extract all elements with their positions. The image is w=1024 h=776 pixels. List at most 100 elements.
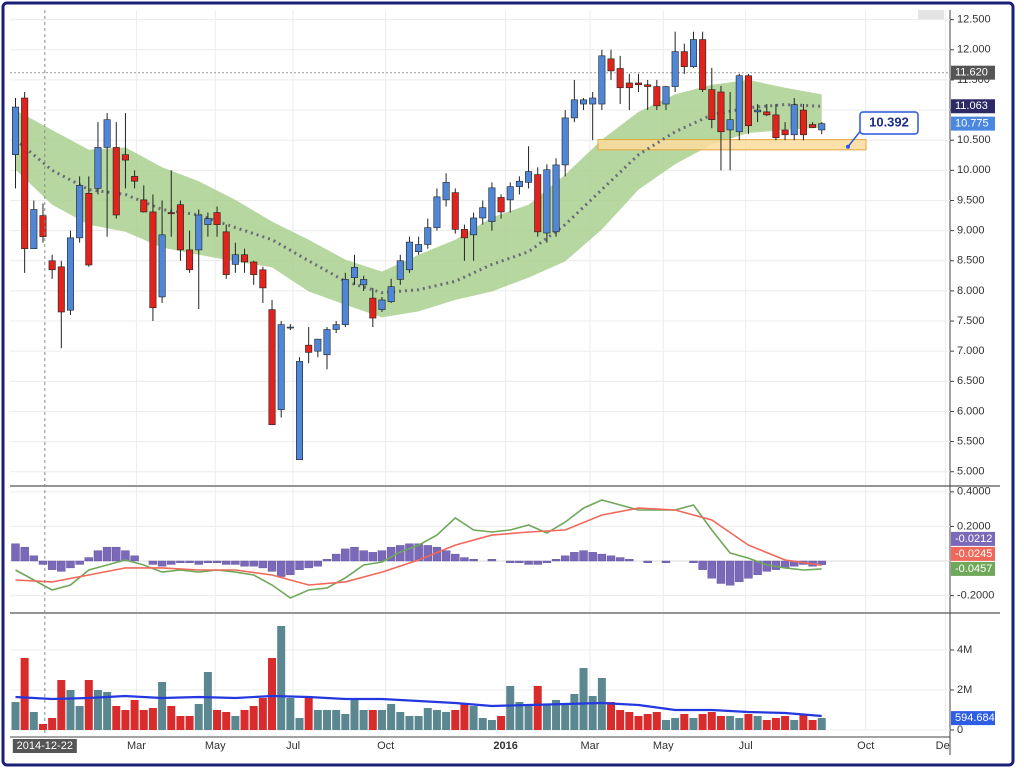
volume-bar: [249, 706, 258, 730]
y-tick-label: 0.2000: [957, 520, 991, 532]
volume-average: [15, 694, 822, 718]
candle-body: [479, 207, 487, 219]
candle-body: [186, 249, 194, 271]
histogram-bar: [11, 543, 20, 562]
histogram-bar: [75, 560, 84, 565]
candle-body: [204, 218, 212, 225]
volume-bar: [497, 716, 506, 730]
candle-body: [561, 117, 569, 166]
volume-bar: [148, 708, 157, 730]
histogram-bar: [744, 560, 753, 579]
histogram-bar: [606, 555, 616, 562]
volume-bar: [652, 712, 661, 730]
y-tick-label: 12.500: [957, 14, 991, 26]
candle-body: [323, 329, 331, 356]
histogram-bar: [725, 560, 735, 586]
toolbar-icon[interactable]: [918, 10, 944, 20]
candle-body: [11, 106, 19, 155]
candle-body: [689, 39, 697, 67]
candle-body: [552, 164, 560, 233]
candle-body: [277, 324, 285, 410]
y-tick-label: 6.000: [957, 405, 985, 417]
histogram-bar: [240, 560, 249, 567]
volume-bar: [277, 626, 286, 730]
candle-body: [332, 324, 340, 330]
histogram-bar: [615, 557, 625, 562]
volume-bar: [762, 720, 771, 730]
volume-bar: [716, 716, 725, 730]
candle-body: [341, 279, 349, 325]
volume-bar: [332, 710, 341, 730]
volume-bar: [313, 710, 322, 730]
indicator-value-label-box: [951, 531, 995, 546]
last-price-label: 10.775: [955, 118, 989, 130]
candle-body: [424, 227, 432, 245]
candle-body: [754, 109, 762, 113]
candle-body: [607, 58, 615, 72]
histogram-bar: [542, 560, 552, 563]
histogram-bar: [469, 559, 478, 562]
volume-bar: [387, 704, 396, 730]
y-tick-label: 8.500: [957, 255, 985, 267]
histogram-bar: [524, 560, 533, 565]
indicator-value-label-box: [951, 561, 995, 576]
crosshair-box: [12, 739, 77, 753]
x-tick-label: Oct: [377, 740, 394, 752]
y-tick-label: 10.000: [957, 164, 991, 176]
volume-bar: [48, 718, 57, 730]
volume-bar: [258, 698, 267, 730]
volume-bar: [322, 710, 331, 730]
volume-bar: [359, 710, 368, 730]
histogram-bar: [276, 560, 286, 577]
histogram-bar: [551, 559, 561, 562]
volume-bar: [38, 724, 47, 730]
candle-body: [616, 68, 624, 89]
y-tick-label: 12.000: [957, 44, 991, 56]
x-tick-label: Oct: [857, 740, 874, 752]
histogram-bar: [102, 546, 112, 562]
histogram-bar: [121, 550, 130, 562]
histogram-bar: [661, 560, 671, 563]
candle-body: [286, 326, 294, 329]
histogram-bar: [561, 555, 570, 562]
candle-body: [506, 186, 514, 201]
candle-body: [781, 129, 789, 136]
y-tick-label: 0.4000: [957, 486, 991, 498]
candle-body: [314, 338, 322, 352]
volume-bar: [588, 696, 597, 730]
volume-bar: [607, 702, 616, 730]
volume-bar: [295, 718, 304, 730]
histogram-bar: [588, 552, 597, 562]
moving-average: [14, 103, 822, 295]
histogram-bar: [359, 550, 368, 562]
volume-bar: [744, 714, 753, 730]
indicator-line: [15, 507, 822, 586]
volume-bar: [93, 690, 102, 730]
volume-bar: [808, 720, 817, 730]
histogram-bar: [304, 560, 313, 569]
candle-body: [140, 199, 148, 213]
last-price-label-box: [951, 116, 995, 131]
histogram-bar: [286, 560, 295, 576]
histogram-bar: [148, 560, 158, 565]
candle-body: [744, 75, 752, 127]
histogram-bar: [405, 543, 414, 562]
y-tick-label: 8.000: [957, 285, 985, 297]
candle-body: [818, 123, 826, 131]
x-tick-label: Mar: [580, 740, 599, 752]
volume-bar: [75, 706, 84, 730]
volume-bar: [707, 712, 716, 730]
ma-value-label-box: [951, 99, 995, 114]
histogram-bar: [157, 560, 167, 567]
volume-bar: [817, 718, 826, 730]
volume-bar: [203, 672, 212, 730]
volume-bar: [84, 680, 93, 730]
candle-body: [121, 154, 129, 161]
candle-body: [580, 99, 588, 105]
volume-bar: [350, 700, 359, 730]
candle-body: [39, 215, 47, 237]
candle-body: [470, 217, 478, 236]
volume-bar: [561, 704, 570, 730]
candle-body: [131, 176, 139, 182]
